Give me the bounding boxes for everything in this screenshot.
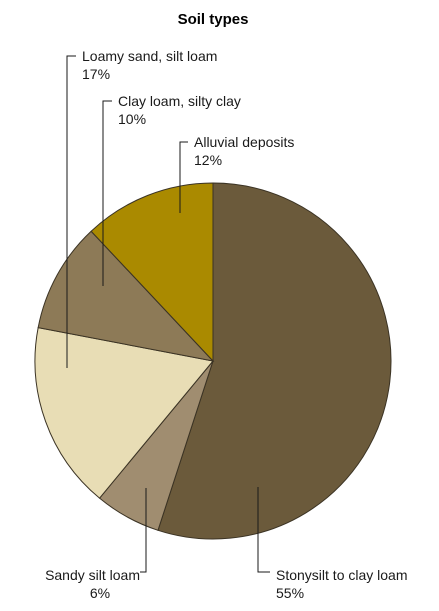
slice-label-alluvial-deposits: Alluvial deposits bbox=[194, 134, 294, 150]
slice-value-stonysilt-to-clay-loam: 55% bbox=[276, 585, 304, 601]
pie-slices bbox=[34, 182, 392, 540]
slice-value-clay-loam-silty-clay: 10% bbox=[118, 111, 146, 127]
pie-slice-alluvial-deposits bbox=[90, 182, 214, 363]
pie-slice-clay-loam-silty-clay bbox=[37, 230, 215, 362]
leader-line-sandy-silt-loam bbox=[140, 488, 147, 573]
chart-title: Soil types bbox=[178, 11, 249, 28]
leader-line-alluvial-deposits bbox=[179, 141, 188, 213]
slice-label-clay-loam-silty-clay: Clay loam, silty clay bbox=[118, 93, 241, 109]
pie-slice-stonysilt-to-clay-loam bbox=[157, 182, 392, 540]
slice-labels: Stonysilt to clay loam 55% Sandy silt loam… bbox=[45, 48, 407, 601]
slice-label-sandy-silt-loam: Sandy silt loam bbox=[45, 567, 140, 583]
leader-line-stonysilt-to-clay-loam bbox=[257, 487, 270, 573]
leader-line-clay-loam-silty-clay bbox=[102, 100, 112, 286]
slice-value-loamy-sand-silt-loam: 17% bbox=[82, 66, 110, 82]
slice-label-stonysilt-to-clay-loam: Stonysilt to clay loam bbox=[276, 567, 408, 583]
slice-value-alluvial-deposits: 12% bbox=[194, 152, 222, 168]
slice-label-loamy-sand-silt-loam: Loamy sand, silt loam bbox=[82, 48, 217, 64]
pie-slice-loamy-sand-silt-loam bbox=[34, 327, 214, 499]
slice-value-sandy-silt-loam: 6% bbox=[90, 585, 110, 601]
leader-line-loamy-sand-silt-loam bbox=[66, 55, 76, 368]
leader-lines bbox=[66, 55, 270, 573]
